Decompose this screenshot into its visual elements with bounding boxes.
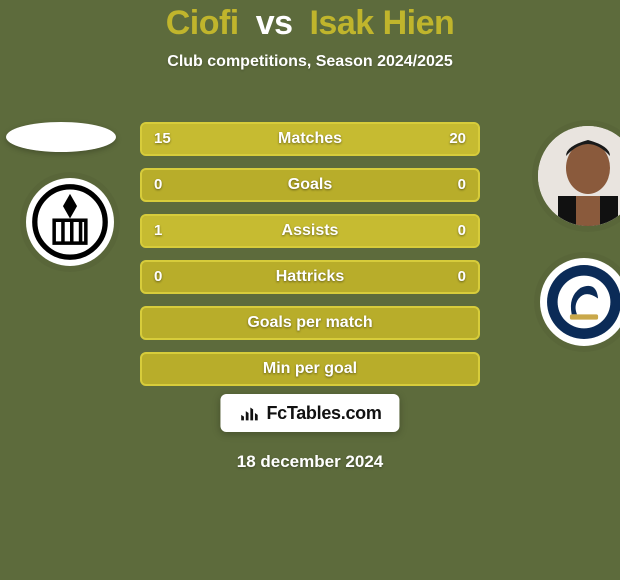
card-subtitle: Club competitions, Season 2024/2025 (0, 53, 620, 71)
crest-icon (26, 178, 114, 266)
player2-avatar (538, 126, 620, 226)
player2-name: Isak Hien (309, 4, 454, 42)
person-silhouette-icon (538, 126, 620, 226)
stat-row: 10Assists (140, 214, 480, 248)
player1-club-crest (26, 178, 114, 266)
stat-row: 1520Matches (140, 122, 480, 156)
comparison-card: Ciofi vs Isak Hien Club competitions, Se… (0, 0, 620, 580)
stat-bars: 1520Matches 00Goals 10Assists 00Hattricks Go… (140, 122, 480, 398)
stat-row: Goals per match (140, 306, 480, 340)
stat-label: Hattricks (142, 262, 478, 292)
branding-text: FcTables.com (266, 403, 381, 424)
stat-label: Min per goal (142, 354, 478, 384)
stat-row: Min per goal (140, 352, 480, 386)
datestamp: 18 december 2024 (0, 452, 620, 472)
player2-club-crest (540, 258, 620, 346)
card-title: Ciofi vs Isak Hien (0, 4, 620, 43)
stat-label: Goals (142, 170, 478, 200)
player1-avatar (6, 122, 116, 152)
vs-separator: vs (256, 4, 293, 42)
stat-label: Matches (142, 124, 478, 154)
stat-row: 00Goals (140, 168, 480, 202)
bar-chart-icon (238, 402, 260, 424)
crest-icon (540, 258, 620, 346)
player1-name: Ciofi (166, 4, 239, 42)
stat-label: Goals per match (142, 308, 478, 338)
stat-row: 00Hattricks (140, 260, 480, 294)
branding-badge: FcTables.com (220, 394, 399, 432)
stat-label: Assists (142, 216, 478, 246)
